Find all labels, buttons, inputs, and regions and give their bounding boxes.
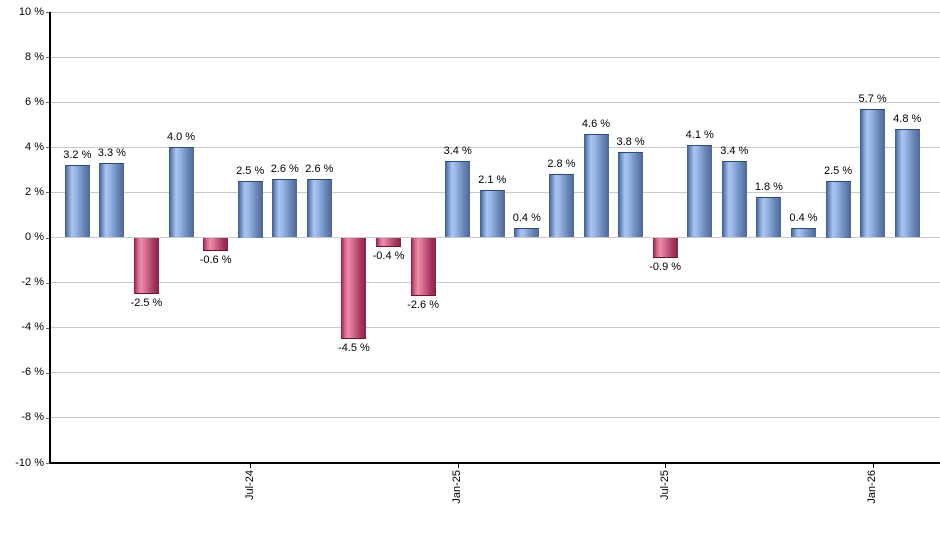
gridline	[50, 282, 940, 284]
bar-value-label: -2.6 %	[407, 299, 439, 312]
return-bar-positive[interactable]	[168, 147, 194, 238]
x-axis-tick-label: Jul-24	[243, 470, 256, 500]
bar-value-label: -0.9 %	[649, 260, 682, 273]
return-bar-negative[interactable]	[203, 237, 229, 252]
y-axis-tick-label: -10 %	[15, 456, 44, 469]
gridline	[50, 11, 940, 13]
return-bar-positive[interactable]	[479, 190, 505, 238]
return-bar-positive[interactable]	[514, 228, 540, 238]
bar-value-label: 4.8 %	[893, 113, 922, 126]
bar-value-label: 4.0 %	[166, 131, 196, 144]
y-axis-tick-label: 4 %	[25, 140, 44, 153]
bar-value-label: 3.3 %	[97, 147, 126, 160]
bar-value-label: 0.4 %	[789, 212, 818, 225]
return-bar-positive[interactable]	[306, 178, 332, 238]
return-bar-positive[interactable]	[618, 151, 644, 238]
y-axis-tick	[46, 237, 50, 239]
y-axis-tick	[46, 12, 50, 13]
x-axis-tick	[250, 462, 252, 468]
y-axis-tick-label: 10 %	[18, 5, 44, 18]
bar-value-label: 2.6 %	[270, 162, 299, 175]
return-bar-negative[interactable]	[652, 237, 678, 258]
return-bar-positive[interactable]	[721, 160, 747, 238]
return-bar-negative[interactable]	[341, 237, 367, 339]
bar-value-label: 3.4 %	[720, 144, 749, 157]
return-bar-positive[interactable]	[445, 160, 471, 238]
y-axis-tick	[46, 102, 50, 104]
bar-value-label: -4.5 %	[338, 341, 370, 354]
bar-value-label: -2.5 %	[130, 296, 163, 309]
x-axis-tick-label: Jul-25	[658, 470, 671, 500]
y-axis-tick	[46, 282, 50, 284]
return-bar-positive[interactable]	[237, 181, 263, 238]
x-axis-tick-label: Jan-26	[866, 470, 879, 504]
gridline	[50, 417, 940, 419]
return-bar-positive[interactable]	[790, 228, 816, 238]
bar-value-label: 2.5 %	[236, 165, 265, 178]
return-bar-positive[interactable]	[756, 196, 782, 238]
bar-value-label: 3.4 %	[443, 144, 472, 157]
return-bar-positive[interactable]	[64, 165, 90, 238]
x-axis-tick	[457, 462, 459, 468]
return-bar-positive[interactable]	[894, 129, 920, 238]
bar-value-label: 1.8 %	[754, 180, 783, 193]
gridline	[50, 56, 940, 58]
bar-value-label: 4.1 %	[685, 129, 714, 142]
bar-value-label: 4.6 %	[581, 117, 611, 130]
gridline	[50, 372, 940, 374]
return-bar-positive[interactable]	[860, 108, 886, 238]
x-axis-tick	[665, 462, 667, 468]
y-axis-tick-label: -6 %	[21, 366, 44, 379]
bar-value-label: 0.4 %	[512, 212, 541, 225]
return-bar-negative[interactable]	[376, 237, 402, 247]
gridline	[50, 146, 940, 148]
y-axis-tick-label: -4 %	[21, 321, 44, 334]
return-bar-positive[interactable]	[825, 181, 851, 238]
x-axis-tick-label: Jan-25	[451, 470, 464, 504]
x-axis	[50, 462, 940, 464]
x-axis-tick	[872, 462, 874, 468]
y-axis-tick	[46, 372, 50, 374]
bar-value-label: 2.1 %	[478, 174, 507, 187]
y-axis-tick	[46, 192, 50, 194]
bar-value-label: 3.8 %	[616, 135, 645, 148]
return-bar-positive[interactable]	[99, 163, 125, 238]
y-axis-tick	[46, 463, 50, 464]
bar-value-label: -0.4 %	[372, 249, 405, 262]
y-axis-tick-label: 0 %	[25, 231, 44, 243]
return-bar-positive[interactable]	[687, 145, 713, 238]
return-bar-negative[interactable]	[133, 237, 159, 294]
bar-value-label: -0.6 %	[199, 254, 232, 267]
return-bar-negative[interactable]	[410, 237, 436, 297]
y-axis-tick-label: 6 %	[25, 95, 44, 108]
y-axis-tick-label: -2 %	[21, 276, 44, 289]
return-bar-positive[interactable]	[272, 178, 298, 238]
gridline	[50, 327, 940, 329]
y-axis-tick	[46, 147, 50, 149]
y-axis-tick-label: 2 %	[25, 185, 44, 198]
y-axis-tick	[46, 327, 50, 329]
bar-value-label: 5.7 %	[858, 92, 887, 105]
y-axis	[49, 12, 51, 463]
y-axis-tick-label: 8 %	[25, 50, 44, 63]
bar-value-label: 3.2 %	[63, 149, 92, 162]
bar-value-label: 2.5 %	[823, 165, 853, 178]
y-axis-tick	[46, 57, 50, 59]
return-bar-positive[interactable]	[583, 133, 609, 238]
bar-value-label: 2.6 %	[305, 162, 334, 175]
y-axis-tick-label: -8 %	[21, 411, 44, 424]
gridline	[50, 237, 940, 238]
bar-value-label: 2.8 %	[547, 158, 576, 171]
gridline	[50, 101, 940, 103]
y-axis-tick	[46, 417, 50, 419]
return-bar-positive[interactable]	[548, 174, 574, 238]
